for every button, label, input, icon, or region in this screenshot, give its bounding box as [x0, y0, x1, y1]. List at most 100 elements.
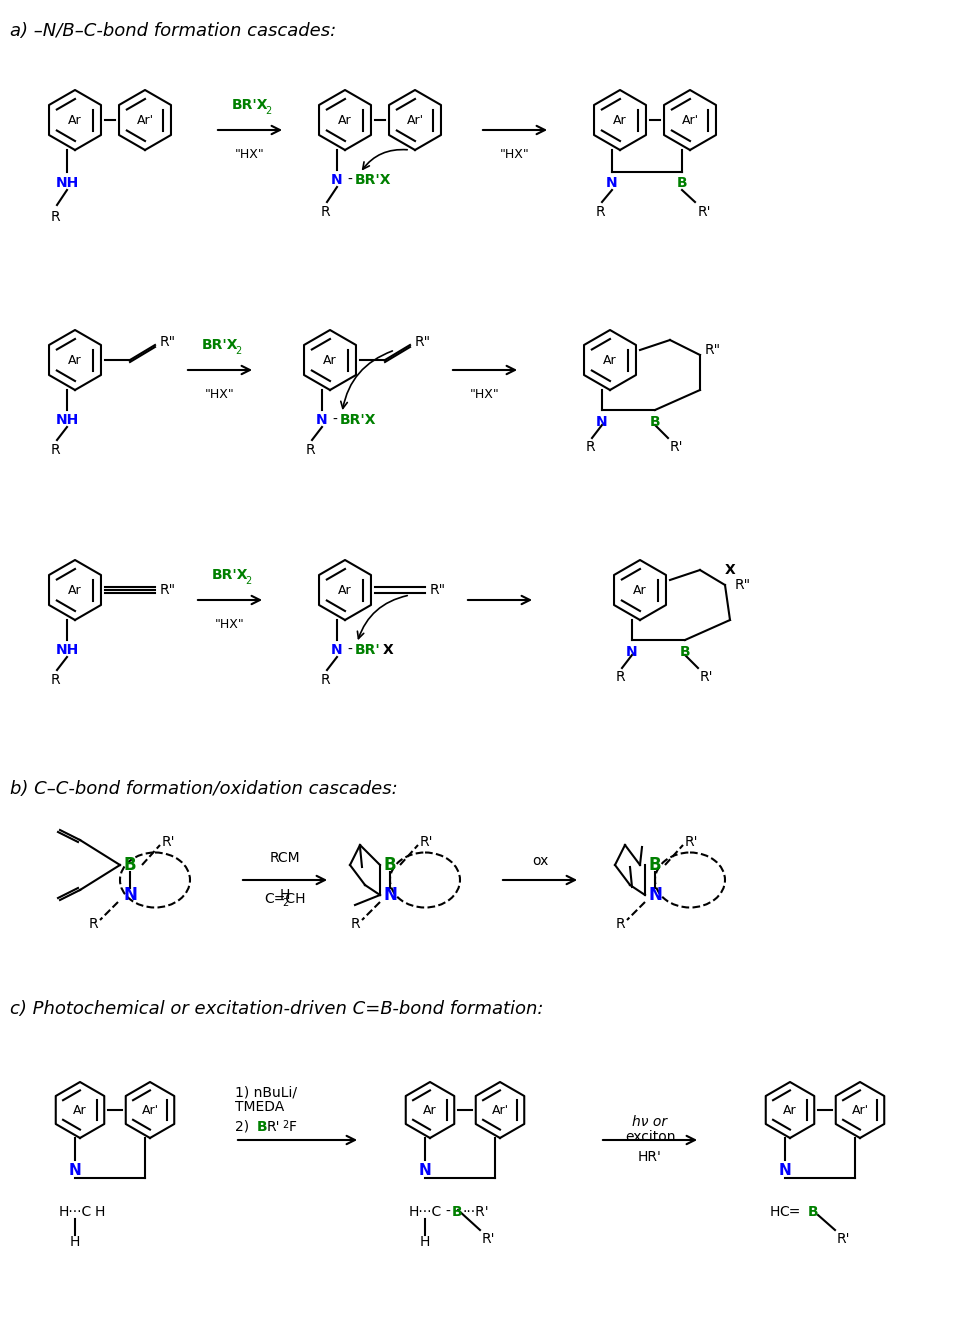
- Text: ox: ox: [532, 854, 548, 868]
- Text: NH: NH: [55, 176, 79, 190]
- Text: 2: 2: [282, 1120, 288, 1130]
- Text: R': R': [685, 835, 699, 850]
- Text: 2: 2: [245, 576, 251, 586]
- Text: Ar: Ar: [423, 1104, 437, 1116]
- Text: N: N: [331, 173, 342, 188]
- Text: R": R": [705, 343, 721, 356]
- Text: NH: NH: [55, 643, 79, 657]
- Text: BR'X: BR'X: [201, 338, 238, 352]
- Text: -: -: [347, 643, 352, 657]
- Text: B: B: [124, 856, 136, 874]
- Text: N: N: [648, 886, 662, 904]
- Text: H: H: [770, 1205, 780, 1219]
- Text: B: B: [383, 856, 396, 874]
- Text: H: H: [94, 1205, 105, 1219]
- Text: Ar: Ar: [339, 114, 352, 126]
- Text: F: F: [289, 1120, 297, 1134]
- Text: Ar: Ar: [68, 114, 82, 126]
- Text: R: R: [89, 917, 98, 931]
- Text: R": R": [735, 578, 751, 592]
- Text: R: R: [51, 210, 59, 224]
- Text: N: N: [627, 645, 638, 659]
- Text: R': R': [162, 835, 175, 850]
- Text: H: H: [280, 888, 290, 902]
- Text: NH: NH: [55, 413, 79, 427]
- Text: B: B: [676, 176, 687, 190]
- Text: N: N: [331, 643, 342, 657]
- Text: BR'X: BR'X: [355, 173, 391, 188]
- Text: HR': HR': [638, 1150, 662, 1164]
- Text: -: -: [332, 413, 337, 427]
- Text: R: R: [350, 917, 360, 931]
- Text: R: R: [306, 444, 315, 457]
- Text: R": R": [160, 335, 176, 348]
- Text: Ar': Ar': [407, 114, 423, 126]
- Text: 1) nBuLi/: 1) nBuLi/: [235, 1085, 297, 1099]
- Text: H···C: H···C: [58, 1205, 91, 1219]
- Text: -: -: [347, 173, 352, 188]
- Text: 2: 2: [234, 346, 241, 356]
- Text: Ar': Ar': [141, 1104, 159, 1116]
- Text: 2: 2: [265, 106, 271, 117]
- Text: R': R': [698, 205, 711, 218]
- Text: Ar': Ar': [491, 1104, 509, 1116]
- Text: N: N: [418, 1163, 431, 1178]
- Text: Ar: Ar: [339, 583, 352, 596]
- Text: N: N: [778, 1163, 791, 1178]
- Text: "HX": "HX": [500, 147, 530, 161]
- Text: H: H: [70, 1235, 80, 1249]
- Text: H···C: H···C: [409, 1205, 442, 1219]
- Text: Ar': Ar': [136, 114, 154, 126]
- Text: N: N: [383, 886, 397, 904]
- Text: R": R": [415, 335, 431, 348]
- Text: BR'X: BR'X: [340, 413, 377, 427]
- Text: Ar: Ar: [323, 354, 337, 367]
- Text: R: R: [595, 205, 605, 218]
- Text: R': R': [700, 670, 713, 683]
- Text: BR'X: BR'X: [232, 98, 269, 113]
- Text: H: H: [419, 1235, 430, 1249]
- Text: B: B: [808, 1205, 818, 1219]
- Text: R: R: [51, 673, 59, 687]
- Text: R: R: [585, 440, 595, 454]
- Text: R: R: [615, 917, 625, 931]
- Text: R": R": [430, 583, 447, 598]
- Text: a) –N/B–C-bond formation cascades:: a) –N/B–C-bond formation cascades:: [10, 21, 337, 40]
- Text: N: N: [123, 886, 137, 904]
- Text: Ar: Ar: [68, 583, 82, 596]
- Text: R': R': [837, 1231, 850, 1246]
- Text: Ar': Ar': [851, 1104, 869, 1116]
- Text: R: R: [320, 205, 330, 218]
- Text: B: B: [680, 645, 690, 659]
- Text: c) Photochemical or excitation-driven C=B-bond formation:: c) Photochemical or excitation-driven C=…: [10, 1000, 544, 1018]
- Text: R: R: [51, 444, 59, 457]
- Text: BR': BR': [355, 643, 380, 657]
- Text: 2): 2): [235, 1120, 254, 1134]
- Text: Ar: Ar: [633, 583, 647, 596]
- Text: N: N: [606, 176, 618, 190]
- Text: "HX": "HX": [205, 389, 234, 401]
- Text: 2: 2: [282, 898, 288, 909]
- Text: Ar: Ar: [603, 354, 617, 367]
- Text: R": R": [160, 583, 176, 598]
- Text: "HX": "HX": [470, 389, 500, 401]
- Text: exciton: exciton: [625, 1130, 675, 1144]
- Text: hν or: hν or: [632, 1115, 667, 1130]
- Text: Ar: Ar: [68, 354, 82, 367]
- Text: R': R': [670, 440, 683, 454]
- Text: R: R: [615, 670, 625, 683]
- Text: R': R': [267, 1120, 280, 1134]
- Text: R': R': [420, 835, 434, 850]
- Text: ···R': ···R': [462, 1205, 488, 1219]
- Text: B: B: [649, 856, 662, 874]
- Text: X: X: [383, 643, 394, 657]
- Text: B: B: [650, 415, 661, 429]
- Text: "HX": "HX": [235, 147, 265, 161]
- Text: Ar': Ar': [681, 114, 699, 126]
- Text: RCM: RCM: [270, 851, 301, 866]
- Text: Ar: Ar: [73, 1104, 87, 1116]
- Text: B: B: [452, 1205, 462, 1219]
- Text: b) C–C-bond formation/oxidation cascades:: b) C–C-bond formation/oxidation cascades…: [10, 780, 398, 799]
- Text: N: N: [69, 1163, 82, 1178]
- Text: -: -: [445, 1205, 450, 1219]
